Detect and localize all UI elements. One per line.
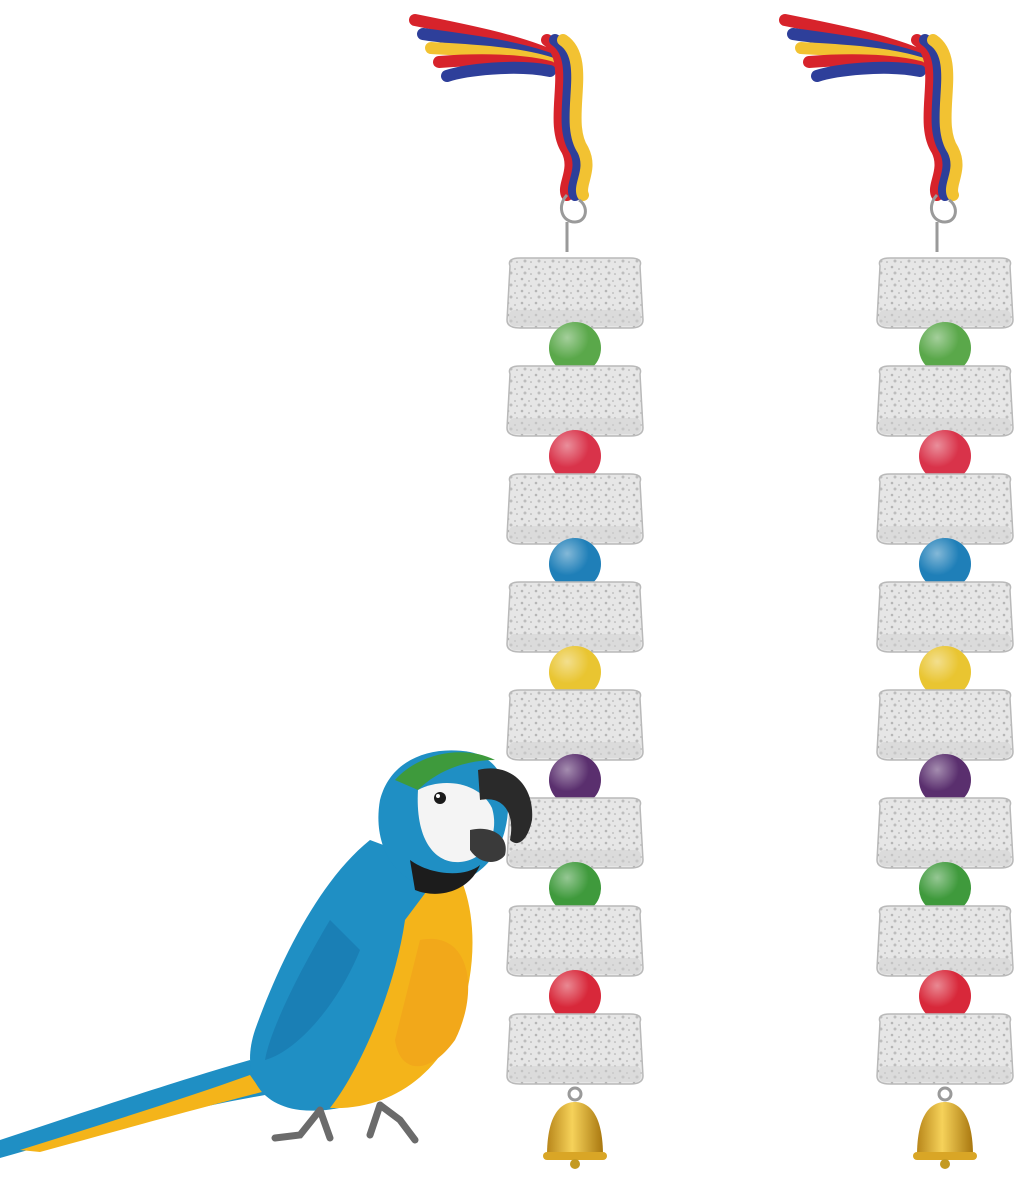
blue-and-gold-macaw-icon bbox=[0, 750, 533, 1158]
pumice-stone bbox=[506, 1013, 644, 1085]
pumice-stone bbox=[876, 1013, 1014, 1085]
wooden-bead bbox=[919, 538, 971, 590]
pumice-stone bbox=[506, 689, 644, 761]
macaw-wing-blue bbox=[265, 920, 360, 1060]
wooden-bead bbox=[919, 322, 971, 374]
pumice-stone bbox=[876, 905, 1014, 977]
wooden-bead bbox=[919, 754, 971, 806]
wooden-bead bbox=[919, 430, 971, 482]
macaw-lower-beak bbox=[470, 828, 506, 862]
macaw-crown bbox=[395, 752, 495, 790]
pumice-stone bbox=[876, 257, 1014, 329]
bell-icon bbox=[543, 1086, 607, 1169]
wooden-bead bbox=[919, 970, 971, 1022]
rope-knot bbox=[779, 14, 963, 201]
bell-icon bbox=[913, 1086, 977, 1169]
metal-hook bbox=[559, 193, 587, 252]
macaw-tail-yellow bbox=[20, 1075, 262, 1152]
macaw-eye bbox=[434, 792, 446, 804]
pumice-stone bbox=[506, 365, 644, 437]
pumice-stone bbox=[506, 257, 644, 329]
macaw-tail bbox=[0, 1060, 265, 1158]
bird-chew-toy-right bbox=[779, 14, 1014, 1169]
pumice-stone bbox=[876, 581, 1014, 653]
pumice-stone bbox=[506, 473, 644, 545]
wooden-bead bbox=[549, 538, 601, 590]
wooden-bead bbox=[549, 862, 601, 914]
macaw-beak bbox=[478, 768, 533, 844]
pumice-stone bbox=[876, 365, 1014, 437]
wooden-bead bbox=[549, 970, 601, 1022]
rope-knot bbox=[409, 14, 593, 201]
pumice-stone bbox=[876, 797, 1014, 869]
macaw-throat-black bbox=[410, 860, 480, 894]
macaw-wing bbox=[395, 938, 469, 1067]
wooden-bead bbox=[549, 646, 601, 698]
pumice-stone bbox=[506, 905, 644, 977]
wooden-bead bbox=[549, 322, 601, 374]
wooden-bead bbox=[549, 754, 601, 806]
wooden-bead bbox=[549, 430, 601, 482]
pumice-stone bbox=[876, 473, 1014, 545]
wooden-bead bbox=[919, 646, 971, 698]
pumice-stone bbox=[506, 797, 644, 869]
wooden-bead bbox=[919, 862, 971, 914]
macaw-feet bbox=[271, 1101, 419, 1144]
pumice-stone bbox=[876, 689, 1014, 761]
bird-chew-toy-left bbox=[409, 14, 644, 1169]
pumice-stone bbox=[506, 581, 644, 653]
metal-hook bbox=[929, 193, 957, 252]
